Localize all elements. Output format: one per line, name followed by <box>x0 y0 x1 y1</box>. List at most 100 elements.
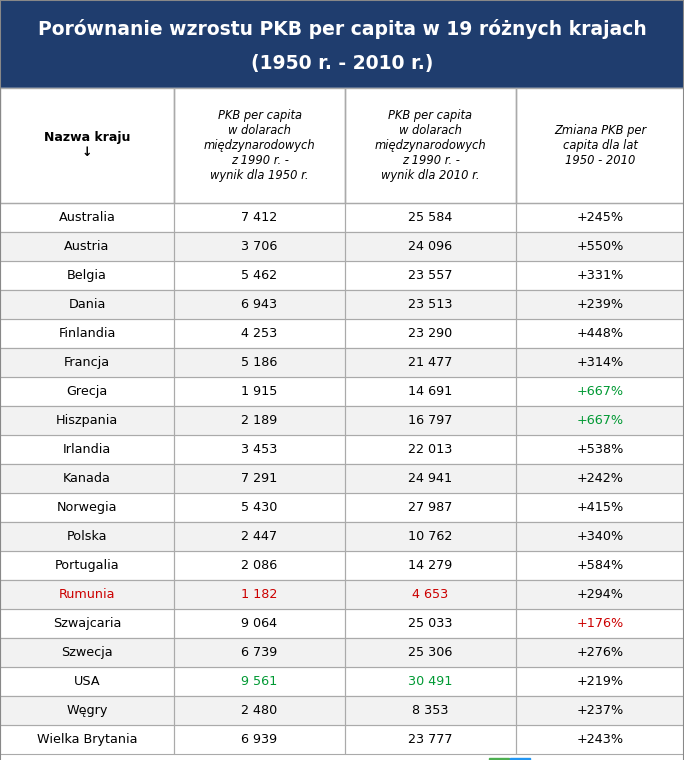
Text: 9 561: 9 561 <box>241 675 278 688</box>
Bar <box>0 580 174 609</box>
Bar <box>0 290 684 319</box>
Bar <box>345 290 516 319</box>
Text: 21 477: 21 477 <box>408 356 453 369</box>
Text: +294%: +294% <box>577 588 624 601</box>
Bar <box>516 377 684 406</box>
Bar <box>0 377 684 406</box>
Bar <box>516 406 684 435</box>
Bar <box>0 725 174 754</box>
Bar <box>174 377 345 406</box>
Text: 1 915: 1 915 <box>241 385 278 398</box>
Text: Porównanie wzrostu PKB per capita w 19 różnych krajach: Porównanie wzrostu PKB per capita w 19 r… <box>38 19 646 39</box>
Bar <box>516 348 684 377</box>
Bar <box>345 88 516 203</box>
Bar <box>516 522 684 551</box>
Bar <box>0 696 684 725</box>
Bar <box>516 725 684 754</box>
Text: 2 480: 2 480 <box>241 704 278 717</box>
Text: +219%: +219% <box>577 675 624 688</box>
Bar <box>174 290 345 319</box>
Text: 24 941: 24 941 <box>408 472 453 485</box>
Text: Polska: Polska <box>67 530 107 543</box>
Bar <box>516 609 684 638</box>
Bar <box>0 667 684 696</box>
Bar <box>174 580 345 609</box>
Text: Austria: Austria <box>64 240 109 253</box>
Text: +245%: +245% <box>577 211 624 224</box>
Bar <box>0 522 684 551</box>
Text: 30 491: 30 491 <box>408 675 453 688</box>
Text: Nazwa kraju
↓: Nazwa kraju ↓ <box>44 131 130 160</box>
Bar <box>516 261 684 290</box>
Text: 5 186: 5 186 <box>241 356 278 369</box>
Bar <box>174 696 345 725</box>
Text: 25 033: 25 033 <box>408 617 453 630</box>
Bar <box>0 377 174 406</box>
Bar <box>0 754 684 760</box>
Bar <box>345 609 516 638</box>
Bar <box>0 522 174 551</box>
Bar <box>0 88 684 203</box>
Text: Szwecja: Szwecja <box>61 646 113 659</box>
Text: Hiszpania: Hiszpania <box>56 414 118 427</box>
Bar <box>0 638 174 667</box>
Text: +314%: +314% <box>577 356 624 369</box>
Text: 14 691: 14 691 <box>408 385 453 398</box>
Bar <box>345 377 516 406</box>
Text: 8 353: 8 353 <box>412 704 449 717</box>
Bar <box>510 758 529 760</box>
Text: Belgia: Belgia <box>67 269 107 282</box>
Bar <box>345 667 516 696</box>
Bar <box>0 725 684 754</box>
Bar <box>174 261 345 290</box>
Text: Dania: Dania <box>68 298 106 311</box>
Bar <box>174 319 345 348</box>
Bar <box>0 0 684 88</box>
Bar <box>0 638 684 667</box>
Text: 25 584: 25 584 <box>408 211 453 224</box>
Text: 22 013: 22 013 <box>408 443 453 456</box>
Bar <box>0 435 174 464</box>
Text: Szwajcaria: Szwajcaria <box>53 617 121 630</box>
Bar <box>174 725 345 754</box>
Text: 14 279: 14 279 <box>408 559 453 572</box>
Text: Rumunia: Rumunia <box>59 588 115 601</box>
Bar <box>345 638 516 667</box>
Bar <box>345 261 516 290</box>
Text: 3 706: 3 706 <box>241 240 278 253</box>
Bar <box>345 522 516 551</box>
Bar <box>345 580 516 609</box>
Text: 2 447: 2 447 <box>241 530 278 543</box>
Text: +448%: +448% <box>577 327 624 340</box>
Text: 7 412: 7 412 <box>241 211 278 224</box>
Bar <box>516 88 684 203</box>
Text: +340%: +340% <box>577 530 624 543</box>
Bar <box>0 203 174 232</box>
Bar <box>489 758 509 760</box>
Text: 4 653: 4 653 <box>412 588 449 601</box>
Text: +415%: +415% <box>577 501 624 514</box>
Bar <box>174 609 345 638</box>
Bar <box>345 435 516 464</box>
Text: 6 939: 6 939 <box>241 733 278 746</box>
Text: PKB per capita
w dolarach
międzynarodowych
z 1990 r. -
wynik dla 1950 r.: PKB per capita w dolarach międzynarodowy… <box>204 109 315 182</box>
Bar <box>174 638 345 667</box>
Bar <box>0 696 174 725</box>
Bar <box>345 232 516 261</box>
Bar <box>174 232 345 261</box>
Text: (1950 r. - 2010 r.): (1950 r. - 2010 r.) <box>251 54 433 73</box>
Bar <box>174 435 345 464</box>
Text: 23 513: 23 513 <box>408 298 453 311</box>
Text: +538%: +538% <box>577 443 624 456</box>
Bar <box>0 493 684 522</box>
Text: USA: USA <box>74 675 101 688</box>
Bar <box>0 551 684 580</box>
Text: PKB per capita
w dolarach
międzynarodowych
z 1990 r. -
wynik dla 2010 r.: PKB per capita w dolarach międzynarodowy… <box>375 109 486 182</box>
Text: Kanada: Kanada <box>63 472 111 485</box>
Bar <box>0 609 174 638</box>
Bar <box>516 290 684 319</box>
Bar <box>0 290 174 319</box>
Bar <box>0 88 174 203</box>
Text: 6 739: 6 739 <box>241 646 278 659</box>
Text: 10 762: 10 762 <box>408 530 453 543</box>
